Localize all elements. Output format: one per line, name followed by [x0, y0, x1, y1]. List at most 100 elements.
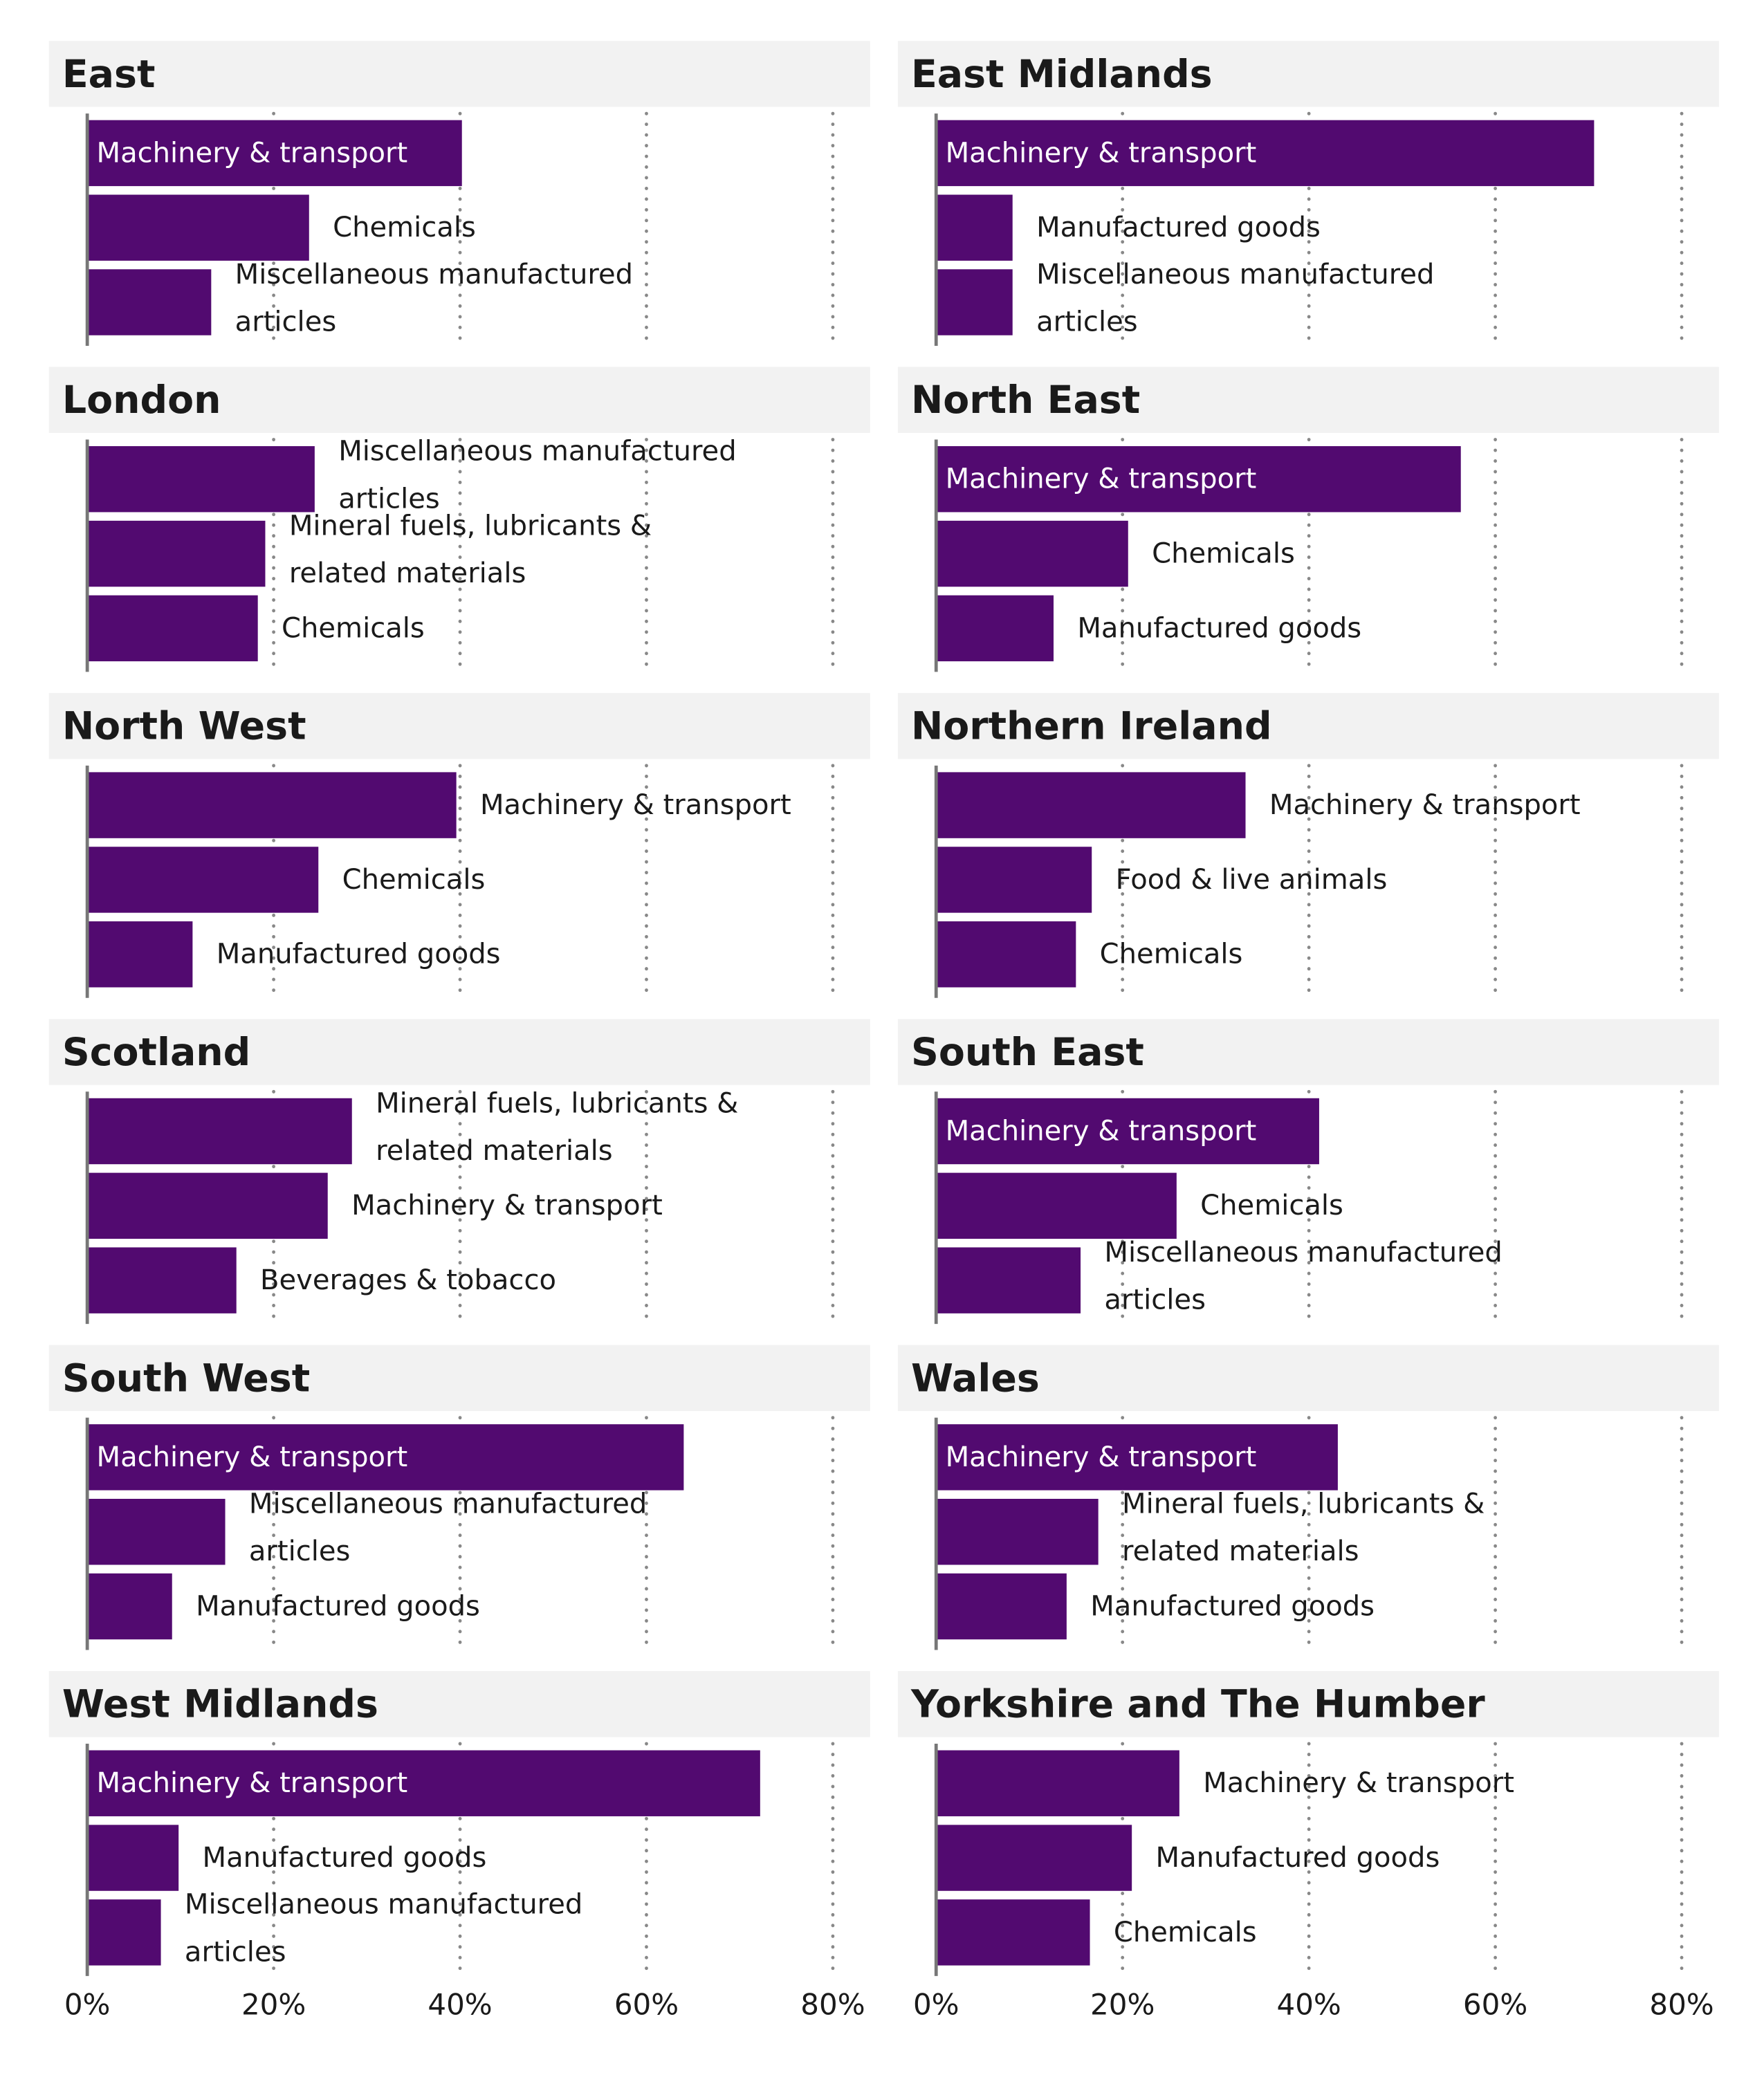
- x-tick-label: 0%: [64, 1987, 111, 2021]
- panel-header: [897, 367, 1719, 433]
- panel-title: West Midlands: [62, 1683, 378, 1727]
- bar-label: Miscellaneous manufactured articles: [1104, 1237, 1511, 1316]
- panel-header: [897, 1671, 1719, 1737]
- bar: [936, 1424, 1338, 1491]
- bar: [87, 1750, 760, 1816]
- bar-label: Manufactured goods: [1090, 1590, 1375, 1622]
- bar: [936, 1899, 1090, 1966]
- panel-title: North West: [62, 705, 306, 749]
- panel-header: [48, 367, 870, 433]
- bar-label: Machinery & transport: [1269, 789, 1581, 821]
- bar-label: Mineral fuels, lubricants & related mate…: [289, 510, 661, 589]
- bar-label: Machinery & transport: [946, 1441, 1257, 1473]
- bar-label: Chemicals: [342, 864, 486, 896]
- panel-header: [48, 41, 870, 107]
- x-tick-label: 0%: [913, 1987, 959, 2021]
- bar: [87, 1247, 237, 1313]
- panel-header: [48, 1019, 870, 1085]
- bar: [87, 446, 315, 513]
- bar-label: Chemicals: [1100, 939, 1243, 970]
- panel-title: South East: [911, 1031, 1144, 1075]
- bar-label: Chemicals: [1114, 1917, 1257, 1948]
- panel-title: Yorkshire and The Humber: [910, 1683, 1485, 1727]
- x-tick-label: 20%: [1090, 1987, 1155, 2021]
- x-tick-label: 80%: [800, 1987, 865, 2021]
- panel-title: London: [62, 378, 221, 423]
- bar: [936, 1098, 1319, 1165]
- bar: [87, 269, 212, 335]
- bar-label: Manufactured goods: [1077, 612, 1361, 644]
- bar: [936, 1498, 1099, 1565]
- bar: [936, 1573, 1067, 1640]
- bar: [87, 1172, 328, 1239]
- panel-header: [48, 1671, 870, 1737]
- panel-title: East: [62, 53, 156, 97]
- bar-label: Beverages & tobacco: [260, 1264, 556, 1296]
- bar-label: Manufactured goods: [196, 1590, 480, 1622]
- x-tick-label: 40%: [1276, 1987, 1341, 2021]
- panel-header: [897, 1019, 1719, 1085]
- bar-label: Machinery & transport: [946, 1115, 1257, 1147]
- panel-title: Scotland: [62, 1031, 250, 1075]
- bar: [936, 120, 1595, 187]
- bar-label: Miscellaneous manufactured articles: [249, 1488, 656, 1568]
- x-tick-label: 60%: [614, 1987, 679, 2021]
- bar: [87, 1498, 226, 1565]
- bar-label: Manufactured goods: [1036, 212, 1321, 243]
- bar-label: Miscellaneous manufactured articles: [338, 436, 745, 515]
- bar: [936, 446, 1461, 513]
- panel-header: [897, 1345, 1719, 1412]
- panel-header: [897, 692, 1719, 759]
- bar: [936, 269, 1013, 335]
- bar: [936, 1750, 1179, 1816]
- bar-label: Miscellaneous manufactured articles: [1036, 259, 1443, 338]
- bar: [936, 595, 1054, 662]
- x-tick-label: 60%: [1463, 1987, 1527, 2021]
- bar-label: Miscellaneous manufactured articles: [185, 1889, 591, 1968]
- bar: [87, 921, 193, 988]
- panel-header: [897, 41, 1719, 107]
- bar: [87, 120, 462, 187]
- bar: [87, 1573, 172, 1640]
- bar-label: Machinery & transport: [946, 137, 1257, 169]
- bar: [87, 1424, 684, 1491]
- bar: [87, 520, 266, 587]
- x-tick-label: 20%: [241, 1987, 306, 2021]
- bar-label: Machinery & transport: [97, 1441, 408, 1473]
- bar-label: Manufactured goods: [203, 1842, 487, 1874]
- panel-title: South West: [62, 1356, 310, 1401]
- bar-label: Chemicals: [1200, 1190, 1343, 1221]
- panel-title: East Midlands: [911, 53, 1213, 97]
- bar: [936, 772, 1246, 838]
- bar: [87, 1825, 179, 1891]
- bar: [87, 772, 457, 838]
- bar-label: Machinery & transport: [1203, 1767, 1514, 1799]
- bar-label: Machinery & transport: [351, 1190, 663, 1221]
- bar-label: Miscellaneous manufactured articles: [235, 259, 642, 338]
- bar-label: Chemicals: [1152, 537, 1295, 569]
- bar: [936, 520, 1128, 587]
- panel-title: Wales: [911, 1356, 1040, 1401]
- bar: [936, 194, 1013, 261]
- bar: [87, 194, 309, 261]
- bar-label: Chemicals: [333, 212, 476, 243]
- bar: [936, 847, 1092, 913]
- bar-label: Manufactured goods: [217, 939, 501, 970]
- x-tick-label: 80%: [1649, 1987, 1714, 2021]
- bar-label: Machinery & transport: [946, 463, 1257, 495]
- bar: [87, 595, 258, 662]
- bar-label: Chemicals: [282, 612, 425, 644]
- bar: [87, 847, 319, 913]
- bar-label: Mineral fuels, lubricants & related mate…: [376, 1087, 747, 1167]
- bar-label: Food & live animals: [1116, 864, 1388, 896]
- x-tick-label: 40%: [428, 1987, 492, 2021]
- bar: [87, 1098, 352, 1165]
- bar: [936, 1247, 1081, 1313]
- bar: [936, 921, 1076, 988]
- bar-label: Mineral fuels, lubricants & related mate…: [1122, 1488, 1494, 1568]
- bar: [87, 1899, 161, 1966]
- bar-label: Machinery & transport: [97, 137, 408, 169]
- panel-header: [48, 1345, 870, 1412]
